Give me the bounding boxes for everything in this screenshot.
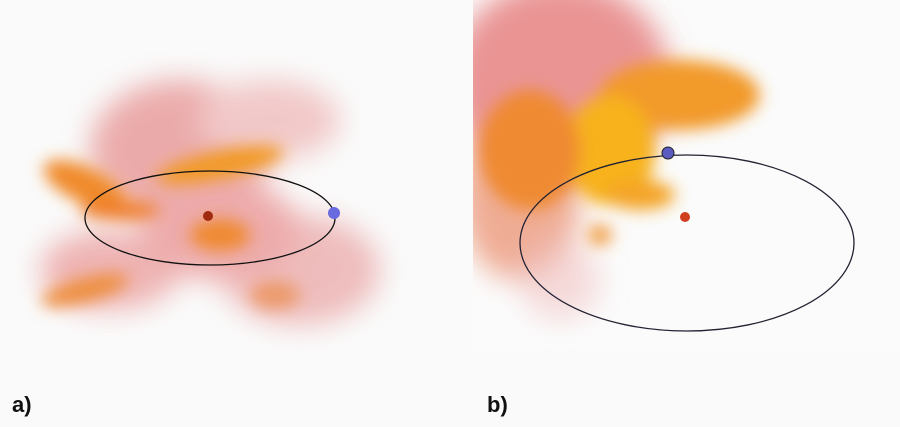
figure: a) b) — [0, 0, 900, 427]
panel-label: b) — [487, 392, 508, 417]
panel-label: a) — [12, 392, 32, 417]
panel-b-render — [450, 0, 900, 350]
